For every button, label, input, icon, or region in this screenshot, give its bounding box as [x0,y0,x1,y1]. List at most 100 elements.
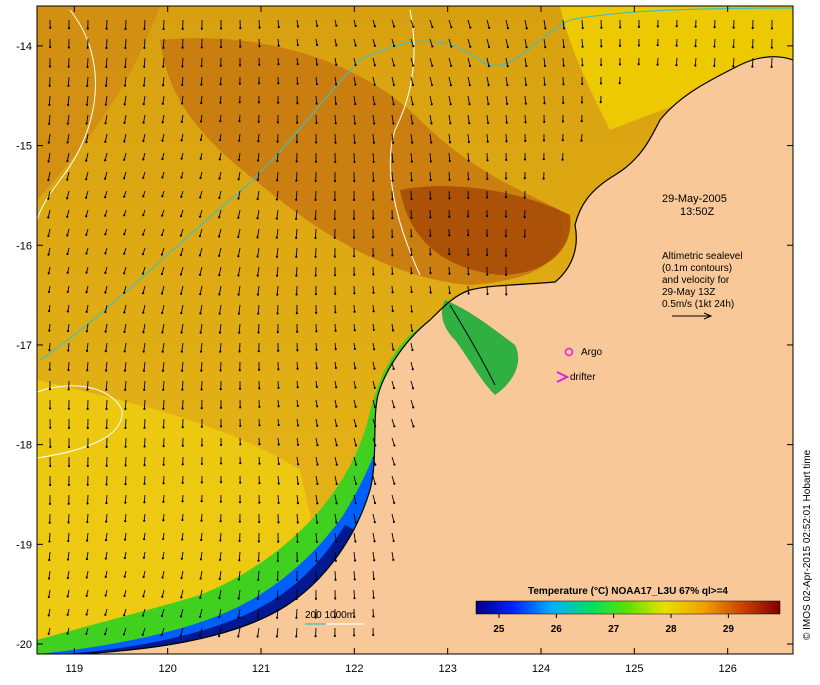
velocity-arrow-head [486,196,488,198]
velocity-arrow-head [372,615,374,617]
velocity-arrow-head [68,27,70,29]
velocity-arrow-head [86,311,88,313]
velocity-arrow-head [142,158,144,160]
velocity-arrow-head [295,635,297,637]
velocity-arrow-head [201,407,203,409]
velocity-arrow-head [67,330,69,332]
velocity-arrow-head [219,578,221,580]
velocity-arrow-head [161,176,163,178]
velocity-arrow-head [581,46,583,48]
velocity-arrow-head [525,84,527,86]
velocity-arrow-head [180,312,182,314]
velocity-arrow-head [277,368,279,370]
velocity-arrow-head [180,634,182,636]
velocity-arrow-head [200,84,202,86]
velocity-arrow-head [163,445,165,447]
velocity-arrow-head [563,65,565,67]
velocity-arrow-head [334,161,336,163]
velocity-arrow-head [142,195,144,197]
velocity-arrow-head [49,46,51,48]
velocity-arrow-head [334,311,336,313]
velocity-arrow-head [124,103,126,105]
velocity-arrow-head [200,158,202,160]
velocity-arrow-head [181,370,183,372]
velocity-arrow-head [449,122,451,124]
velocity-arrow-head [334,579,336,581]
velocity-arrow-head [219,332,221,334]
velocity-arrow-head [392,329,394,331]
velocity-arrow-head [182,463,184,465]
velocity-arrow-head [67,632,69,634]
velocity-arrow-head [372,255,374,257]
velocity-arrow-head [237,236,239,238]
velocity-arrow-head [238,159,240,161]
velocity-arrow-head [487,141,489,143]
velocity-arrow-head [505,159,507,161]
velocity-arrow-head [619,63,621,65]
velocity-arrow-head [162,408,164,410]
velocity-arrow-head [450,103,452,105]
velocity-arrow-head [334,218,336,220]
velocity-arrow-head [374,45,376,47]
velocity-arrow-head [468,103,470,105]
velocity-arrow-head [354,578,356,580]
velocity-arrow-head [373,329,375,331]
velocity-arrow-head [393,64,395,66]
velocity-arrow-head [543,178,545,180]
velocity-arrow-head [277,521,279,523]
velocity-arrow-head [142,272,144,274]
velocity-arrow [68,362,69,370]
velocity-arrow-head [49,65,51,67]
velocity-arrow-head [372,273,374,275]
velocity-arrow-head [258,406,260,408]
velocity-arrow-head [68,427,70,429]
velocity-arrow-head [316,483,318,485]
velocity-arrow-head [181,139,183,141]
date-label: 29-May-2005 [662,193,727,205]
velocity-arrow-head [239,462,241,464]
velocity-arrow-head [412,26,414,28]
velocity-arrow-head [87,27,89,29]
velocity-arrow-head [181,121,183,123]
velocity-arrow-head [449,141,451,143]
velocity-arrow-head [467,254,469,256]
velocity-arrow-head [66,160,68,162]
velocity-arrow-head [277,541,279,543]
velocity-arrow-head [334,597,336,599]
velocity-arrow-head [104,159,106,161]
velocity-arrow-head [412,64,414,66]
velocity-arrow-head [296,598,298,600]
velocity-arrow-head [295,180,297,182]
velocity-arrow-head [334,255,336,257]
velocity-arrow-head [238,293,240,295]
velocity-arrow-head [335,83,337,85]
velocity-arrow-head [505,293,507,295]
velocity-arrow-head [714,26,716,28]
velocity-arrow-head [104,614,106,616]
velocity-arrow [68,77,69,86]
velocity-arrow-head [355,444,357,446]
velocity-arrow-head [354,122,356,124]
argo-label: Argo [581,347,603,358]
velocity-arrow-head [143,557,145,559]
velocity-arrow-head [374,502,376,504]
velocity-arrow-head [86,539,88,541]
velocity-arrow-head [488,84,490,86]
velocity-arrow-head [161,292,163,294]
velocity-arrow-head [694,45,696,47]
velocity-arrow-head [393,84,395,86]
velocity-arrow-head [314,635,316,637]
velocity-arrow-head [105,369,107,371]
velocity-arrow-head [237,635,239,637]
velocity-arrow-head [525,103,527,105]
velocity-arrow-head [161,273,163,275]
velocity-arrow-head [220,444,222,446]
velocity-arrow-head [220,481,222,483]
velocity-arrow-head [180,273,182,275]
velocity-arrow-head [48,291,50,293]
velocity-arrow-head [143,576,145,578]
velocity-arrow-head [85,215,87,217]
velocity-arrow-head [258,350,260,352]
velocity-arrow-head [295,218,297,220]
velocity-arrow-head [68,66,70,68]
